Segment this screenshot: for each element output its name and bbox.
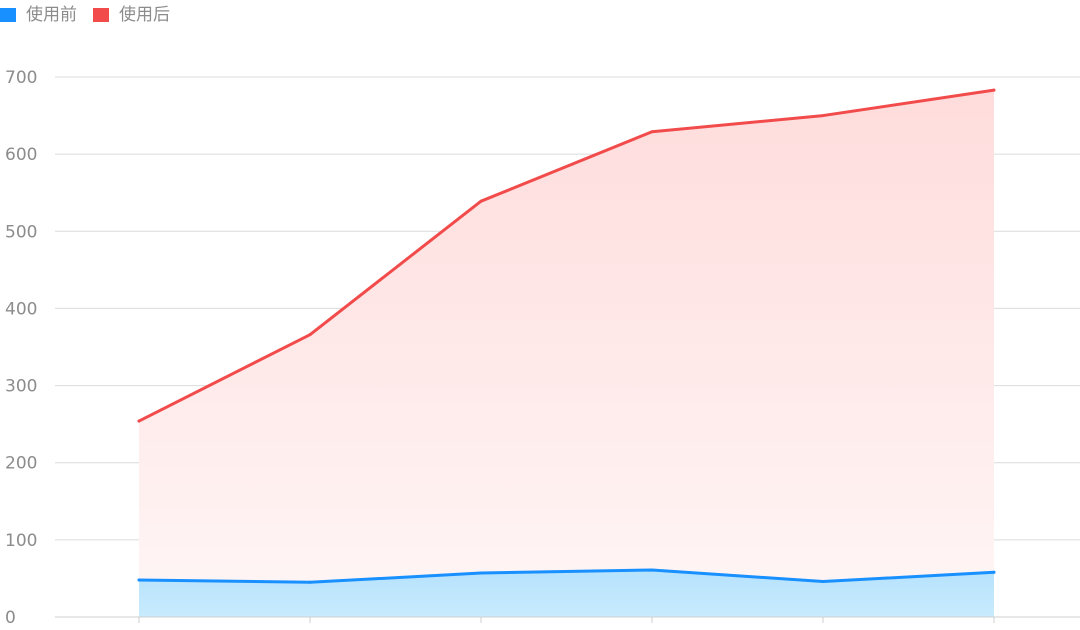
legend-swatch-before bbox=[0, 8, 16, 22]
y-tick-label: 200 bbox=[5, 454, 37, 474]
legend: 使用前 使用后 bbox=[0, 2, 186, 28]
data-point-before bbox=[650, 568, 654, 572]
y-tick-label: 700 bbox=[5, 68, 37, 88]
y-tick-label: 600 bbox=[5, 145, 37, 165]
y-tick-label: 400 bbox=[5, 299, 37, 319]
data-point-after bbox=[479, 199, 483, 203]
legend-label-before: 使用前 bbox=[26, 5, 77, 25]
y-tick-label: 100 bbox=[5, 531, 37, 551]
data-point-after bbox=[308, 333, 312, 337]
data-point-before bbox=[137, 578, 141, 582]
data-point-after bbox=[650, 130, 654, 134]
y-tick-label: 300 bbox=[5, 377, 37, 397]
data-point-before bbox=[479, 571, 483, 575]
series-line-before bbox=[137, 568, 996, 584]
series-lines bbox=[137, 88, 996, 584]
axes: 0 100 200 300 400 500 600 700 bbox=[5, 68, 1080, 628]
series-areas bbox=[139, 90, 994, 618]
series-area-before bbox=[139, 569, 994, 617]
data-point-before bbox=[308, 580, 312, 584]
legend-item-after[interactable]: 使用后 bbox=[93, 2, 170, 28]
legend-item-before[interactable]: 使用前 bbox=[0, 2, 77, 28]
data-point-after bbox=[992, 88, 996, 92]
y-tick-label: 0 bbox=[5, 608, 16, 628]
data-point-after bbox=[821, 114, 825, 118]
data-point-before bbox=[821, 580, 825, 584]
series-line-after bbox=[137, 88, 996, 423]
data-point-after bbox=[137, 419, 141, 423]
legend-label-after: 使用后 bbox=[119, 5, 170, 25]
series-area-after bbox=[139, 90, 994, 618]
y-tick-label: 500 bbox=[5, 222, 37, 242]
legend-swatch-after bbox=[93, 8, 109, 22]
data-point-before bbox=[992, 570, 996, 574]
